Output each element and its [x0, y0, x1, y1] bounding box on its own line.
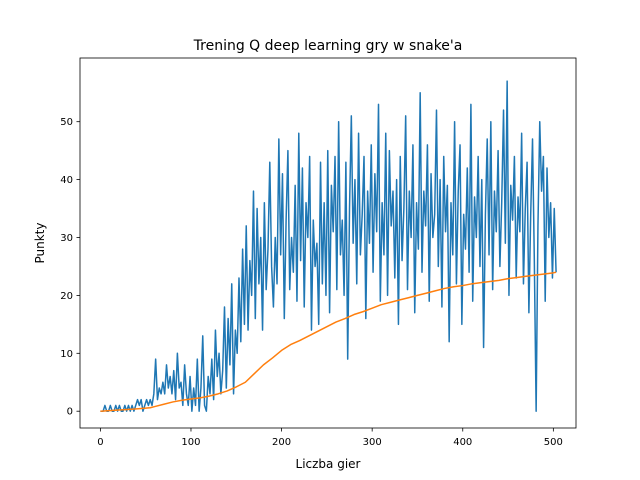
x-tick-label: 300	[363, 437, 382, 448]
y-axis-label: Punkty	[33, 223, 47, 264]
chart-title: Trening Q deep learning gry w snake'a	[193, 38, 463, 54]
x-tick-label: 200	[272, 437, 291, 448]
x-tick-label: 0	[97, 437, 103, 448]
y-tick-label: 20	[60, 291, 73, 302]
series-line-2	[100, 271, 557, 412]
x-tick-label: 400	[453, 437, 472, 448]
y-axis-ticks: 0 10 20 30 40 50	[60, 117, 80, 418]
y-tick-label: 0	[67, 407, 73, 418]
plot-area-frame	[79, 57, 577, 429]
x-tick-label: 100	[181, 437, 200, 448]
series-line-1	[100, 80, 557, 412]
y-tick-label: 30	[60, 233, 73, 244]
y-tick-label: 50	[60, 117, 73, 128]
y-tick-label: 10	[60, 349, 73, 360]
x-tick-label: 500	[544, 437, 563, 448]
x-axis-label: Liczba gier	[296, 457, 361, 471]
series-layer	[100, 80, 557, 412]
x-axis-ticks: 0 100 200 300 400 500	[97, 428, 563, 448]
y-tick-label: 40	[60, 175, 73, 186]
